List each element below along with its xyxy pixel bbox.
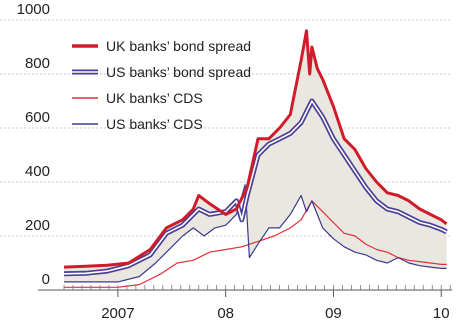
series-line-1-inner xyxy=(63,100,447,275)
x-tick-label: 08 xyxy=(217,305,234,322)
x-tick-label: 10 xyxy=(433,305,450,322)
x-axis: 2007 08 09 10 xyxy=(38,285,452,322)
legend-label-2: UK banks’ CDS xyxy=(106,90,203,106)
legend: UK banks’ bond spread US banks’ bond spre… xyxy=(72,38,251,132)
y-tick-label: 800 xyxy=(25,55,50,72)
series-lines xyxy=(63,29,448,288)
legend-label-1: US banks’ bond spread xyxy=(106,64,251,80)
series-line-3 xyxy=(64,184,447,283)
x-tick-label: 2007 xyxy=(101,305,134,322)
y-tick-label: 1000 xyxy=(17,1,50,18)
legend-label-0: UK banks’ bond spread xyxy=(106,38,251,54)
y-tick-label: 400 xyxy=(25,163,50,180)
y-tick-label: 200 xyxy=(25,217,50,234)
x-tick-label: 09 xyxy=(325,305,342,322)
legend-label-3: US banks’ CDS xyxy=(106,116,203,132)
y-tick-label: 600 xyxy=(25,109,50,126)
y-tick-label: 0 xyxy=(42,271,50,288)
series-line-0 xyxy=(63,29,448,269)
series-line-2 xyxy=(64,200,447,288)
y-axis: 0 200 400 600 800 1000 xyxy=(17,1,50,288)
